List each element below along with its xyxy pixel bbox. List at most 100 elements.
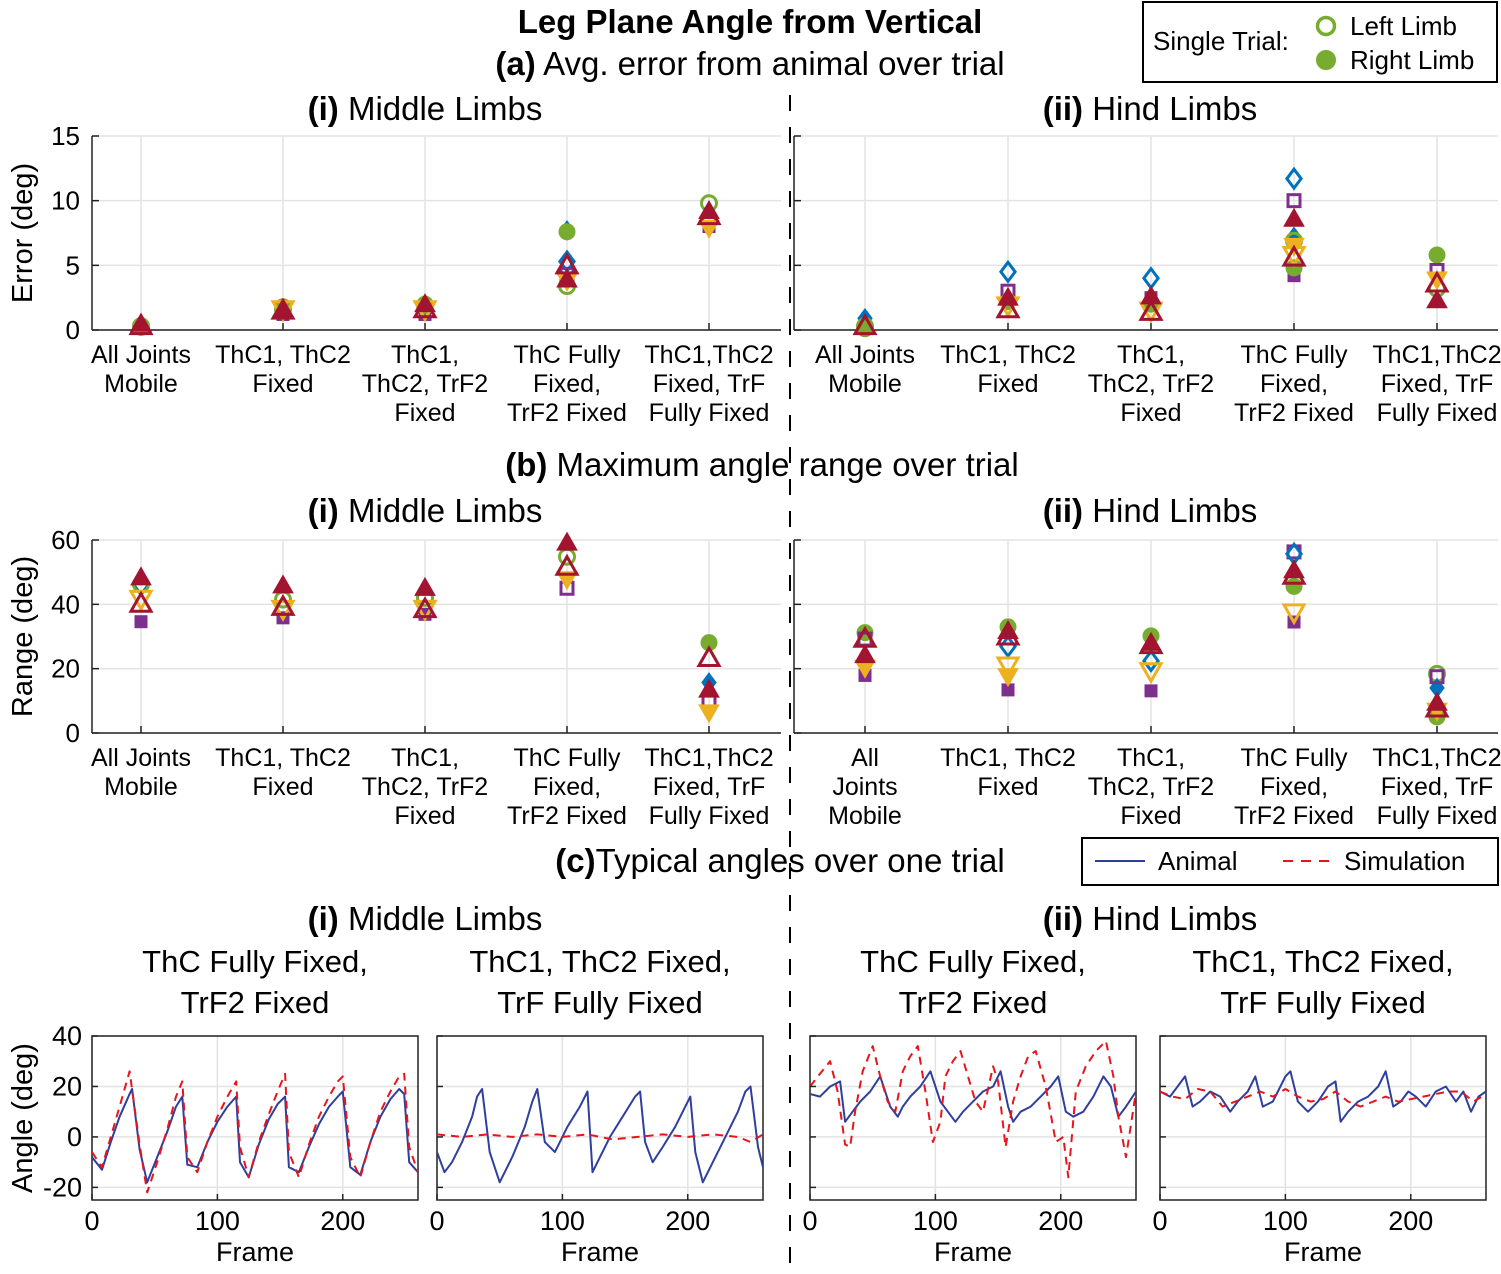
x-tick-label: TrF2 Fixed bbox=[507, 802, 627, 830]
square-marker bbox=[1144, 684, 1158, 698]
chart-subtitle: ThC1, ThC2 Fixed, bbox=[469, 944, 730, 979]
triangle-up-marker bbox=[1281, 244, 1307, 267]
panel-header-b-i: (i) Middle Limbs bbox=[308, 492, 543, 529]
triangle-up-marker bbox=[696, 645, 722, 668]
x-tick-label: Fully Fixed bbox=[649, 399, 770, 427]
x-tick-label: ThC Fully bbox=[514, 744, 621, 772]
svg-text:(ii) Hind Limbs: (ii) Hind Limbs bbox=[1043, 492, 1258, 529]
section-text: Typical angles over one trial bbox=[596, 842, 1005, 879]
triangle-up-marker bbox=[130, 566, 152, 586]
triangle-down-marker bbox=[997, 668, 1019, 688]
svg-text:(ii) Hind Limbs: (ii) Hind Limbs bbox=[1043, 900, 1258, 937]
svg-text:(a) Avg. error from animal ove: (a) Avg. error from animal over trial bbox=[495, 45, 1004, 82]
x-tick-label: ThC1, bbox=[1117, 341, 1185, 369]
triangle-up-marker bbox=[412, 596, 438, 619]
x-tick-label: Mobile bbox=[104, 773, 178, 801]
legend-left-limb-label: Left Limb bbox=[1350, 11, 1457, 41]
x-tick-label: ThC Fully bbox=[1241, 341, 1348, 369]
y-axis-label: Range (deg) bbox=[7, 556, 39, 717]
x-tick-label: Fixed bbox=[252, 773, 313, 801]
x-tick-label: ThC1,ThC2 bbox=[644, 744, 773, 772]
x-tick-label: Fully Fixed bbox=[1377, 802, 1498, 830]
triangle-up-marker bbox=[1424, 270, 1450, 293]
x-axis-label: Frame bbox=[1284, 1237, 1362, 1267]
x-tick-label: ThC1, bbox=[1117, 744, 1185, 772]
y-tick-label: 5 bbox=[66, 250, 80, 280]
section-text: Maximum angle range over trial bbox=[557, 446, 1019, 483]
x-tick-label: ThC Fully bbox=[514, 341, 621, 369]
triangle-up-marker bbox=[1424, 695, 1450, 718]
y-axis-label: Error (deg) bbox=[7, 163, 39, 303]
legend-right-limb-marker bbox=[1316, 50, 1336, 70]
x-tick-label: ThC1, ThC2 bbox=[940, 341, 1076, 369]
figure-title: Leg Plane Angle from Vertical bbox=[518, 3, 983, 40]
triangle-down-marker bbox=[1281, 603, 1307, 626]
x-tick-label: ThC2, TrF2 bbox=[1088, 773, 1214, 801]
x-tick-label: Fixed, bbox=[533, 370, 601, 398]
triangle-up-marker bbox=[854, 644, 876, 664]
x-tick-label: Fixed bbox=[394, 399, 455, 427]
x-tick-label: Fixed bbox=[977, 370, 1038, 398]
x-tick-label: All Joints bbox=[91, 744, 191, 772]
triangle-down-marker bbox=[995, 656, 1021, 679]
x-tick-label: Fixed, TrF bbox=[653, 773, 766, 801]
simulation-series-line bbox=[810, 1040, 1136, 1179]
x-tick-label: Joints bbox=[832, 773, 897, 801]
line-legend: Animal Simulation bbox=[1081, 837, 1499, 886]
svg-text:(b) Maximum angle range over t: (b) Maximum angle range over trial bbox=[505, 446, 1019, 483]
x-tick-label: Fixed, TrF bbox=[1381, 370, 1494, 398]
triangle-up-marker bbox=[1426, 289, 1448, 309]
svg-text:(c)Typical angles over one tri: (c)Typical angles over one trial bbox=[555, 842, 1004, 879]
triangle-up-marker bbox=[412, 296, 438, 319]
circle-marker bbox=[1285, 577, 1303, 595]
x-tick-label: ThC Fully bbox=[1241, 744, 1348, 772]
x-tick-label: 0 bbox=[802, 1206, 817, 1236]
plot-frame bbox=[1159, 1035, 1487, 1201]
x-tick-label: Fixed bbox=[252, 370, 313, 398]
x-tick-label: Fixed, bbox=[1260, 773, 1328, 801]
circle-marker bbox=[1428, 246, 1446, 264]
simulation-series-line bbox=[1160, 1088, 1486, 1108]
triangle-up-marker bbox=[995, 296, 1021, 319]
triangle-up-marker bbox=[1281, 562, 1307, 585]
y-tick-label: 60 bbox=[51, 525, 80, 555]
animal-series-line bbox=[810, 1070, 1136, 1123]
diamond-marker bbox=[999, 259, 1017, 284]
chart-subtitle: TrF2 Fixed bbox=[181, 985, 330, 1020]
y-tick-label: 40 bbox=[51, 589, 80, 619]
section-tag: (a) bbox=[495, 45, 535, 82]
triangle-up-marker bbox=[995, 623, 1021, 646]
panel-header-b-ii: (ii) Hind Limbs bbox=[1043, 492, 1258, 529]
section-text: Avg. error from animal over trial bbox=[543, 45, 1005, 82]
triangle-up-marker bbox=[556, 531, 578, 551]
panel-header-a-i: (i) Middle Limbs bbox=[308, 90, 543, 127]
x-tick-label: 0 bbox=[429, 1206, 444, 1236]
triangle-up-marker bbox=[554, 553, 580, 576]
chart-subtitle: ThC1, ThC2 Fixed, bbox=[1192, 944, 1453, 979]
legend-single-trial-label: Single Trial: bbox=[1153, 26, 1289, 56]
section-heading-a: (a) Avg. error from animal over trial bbox=[495, 45, 1004, 82]
triangle-up-marker bbox=[272, 574, 294, 594]
triangle-up-marker bbox=[696, 203, 722, 226]
diamond-marker bbox=[1142, 648, 1160, 673]
x-axis-label: Frame bbox=[934, 1237, 1012, 1267]
chart-subtitle: TrF Fully Fixed bbox=[497, 985, 703, 1020]
x-tick-label: 100 bbox=[195, 1206, 240, 1236]
x-tick-label: ThC1, bbox=[391, 744, 459, 772]
square-marker bbox=[134, 615, 148, 629]
y-tick-label: 20 bbox=[52, 1071, 82, 1101]
triangle-up-marker bbox=[556, 268, 578, 288]
y-tick-label: 0 bbox=[67, 1122, 82, 1152]
simulation-series-line bbox=[92, 1070, 418, 1194]
chart-c-ii-2-hind-trf-fully-fixed: ThC1, ThC2 Fixed, TrF Fully Fixed 0 100 200 F… bbox=[1152, 944, 1487, 1267]
x-tick-label: ThC1, ThC2 bbox=[215, 744, 351, 772]
svg-text:(ii) Hind Limbs: (ii) Hind Limbs bbox=[1043, 90, 1258, 127]
square-marker bbox=[1286, 193, 1302, 209]
chart-subtitle: ThC Fully Fixed, bbox=[860, 944, 1086, 979]
x-tick-label: All Joints bbox=[815, 341, 915, 369]
panel-header-c-ii: (ii) Hind Limbs bbox=[1043, 900, 1258, 937]
x-axis-label: Frame bbox=[561, 1237, 639, 1267]
